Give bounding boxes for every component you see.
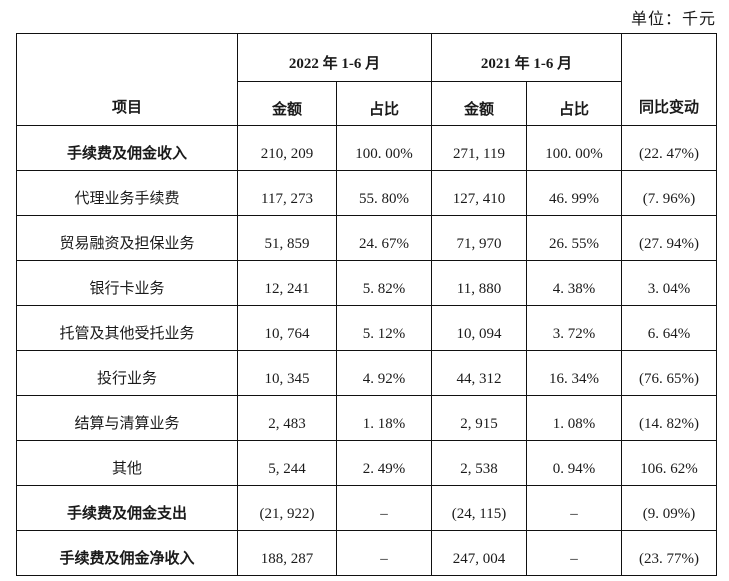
yoy-cell: (9. 09%) <box>621 485 717 531</box>
amount-2022-cell: 12, 241 <box>237 260 337 306</box>
amount-2022-cell: (21, 922) <box>237 485 337 531</box>
share-2022-cell: 5. 82% <box>336 260 432 306</box>
subheader-share-2021: 占比 <box>526 81 622 126</box>
table-row: 手续费及佣金净收入 188, 287 – 247, 004 – (23. 77%… <box>16 530 717 576</box>
share-2022-cell: 100. 00% <box>336 125 432 171</box>
row-label-cell: 代理业务手续费 <box>16 170 238 216</box>
amount-2021-cell: 127, 410 <box>431 170 527 216</box>
row-label-cell: 银行卡业务 <box>16 260 238 306</box>
col-header-period-2022: 2022 年 1-6 月 <box>237 33 432 82</box>
yoy-cell: (7. 96%) <box>621 170 717 216</box>
row-label-cell: 托管及其他受托业务 <box>16 305 238 351</box>
amount-2021-cell: 2, 915 <box>431 395 527 441</box>
amount-2022-cell: 210, 209 <box>237 125 337 171</box>
row-label-cell: 手续费及佣金收入 <box>16 125 238 171</box>
amount-2021-cell: 11, 880 <box>431 260 527 306</box>
subheader-amount-2021: 金额 <box>431 81 527 126</box>
amount-2022-cell: 117, 273 <box>237 170 337 216</box>
share-2022-cell: 5. 12% <box>336 305 432 351</box>
amount-2022-cell: 10, 764 <box>237 305 337 351</box>
share-2021-cell: 46. 99% <box>526 170 622 216</box>
yoy-cell: (22. 47%) <box>621 125 717 171</box>
amount-2022-cell: 51, 859 <box>237 215 337 261</box>
share-2022-cell: 24. 67% <box>336 215 432 261</box>
amount-2022-cell: 188, 287 <box>237 530 337 576</box>
amount-2021-cell: 10, 094 <box>431 305 527 351</box>
row-label-cell: 手续费及佣金支出 <box>16 485 238 531</box>
yoy-cell: 3. 04% <box>621 260 717 306</box>
amount-2021-cell: 71, 970 <box>431 215 527 261</box>
yoy-cell: (14. 82%) <box>621 395 717 441</box>
share-2021-cell: 16. 34% <box>526 350 622 396</box>
share-2021-cell: 26. 55% <box>526 215 622 261</box>
share-2022-cell: – <box>336 530 432 576</box>
col-header-item: 项目 <box>16 33 238 126</box>
table-row: 代理业务手续费 117, 273 55. 80% 127, 410 46. 99… <box>16 170 717 216</box>
row-label-cell: 手续费及佣金净收入 <box>16 530 238 576</box>
share-2022-cell: 55. 80% <box>336 170 432 216</box>
amount-2022-cell: 2, 483 <box>237 395 337 441</box>
share-2021-cell: 0. 94% <box>526 440 622 486</box>
row-label-cell: 结算与清算业务 <box>16 395 238 441</box>
col-header-yoy-change: 同比变动 <box>621 33 717 126</box>
yoy-cell: (23. 77%) <box>621 530 717 576</box>
row-label-cell: 贸易融资及担保业务 <box>16 215 238 261</box>
share-2021-cell: 1. 08% <box>526 395 622 441</box>
share-2022-cell: 2. 49% <box>336 440 432 486</box>
share-2022-cell: – <box>336 485 432 531</box>
amount-2022-cell: 10, 345 <box>237 350 337 396</box>
table-row: 其他 5, 244 2. 49% 2, 538 0. 94% 106. 62% <box>16 440 717 486</box>
share-2021-cell: – <box>526 485 622 531</box>
share-2021-cell: 4. 38% <box>526 260 622 306</box>
row-label-cell: 投行业务 <box>16 350 238 396</box>
subheader-amount-2022: 金额 <box>237 81 337 126</box>
unit-label: 单位：千元 <box>630 11 716 28</box>
table-row: 投行业务 10, 345 4. 92% 44, 312 16. 34% (76.… <box>16 350 717 396</box>
amount-2021-cell: 271, 119 <box>431 125 527 171</box>
share-2022-cell: 1. 18% <box>336 395 432 441</box>
row-label-cell: 其他 <box>16 440 238 486</box>
table-row: 结算与清算业务 2, 483 1. 18% 2, 915 1. 08% (14.… <box>16 395 717 441</box>
fee-commission-table: 项目 2022 年 1-6 月 2021 年 1-6 月 同比变动 金额 占比 … <box>16 33 717 576</box>
yoy-cell: 6. 64% <box>621 305 717 351</box>
amount-2021-cell: 2, 538 <box>431 440 527 486</box>
share-2021-cell: – <box>526 530 622 576</box>
amount-2021-cell: (24, 115) <box>431 485 527 531</box>
yoy-cell: (76. 65%) <box>621 350 717 396</box>
table-row: 托管及其他受托业务 10, 764 5. 12% 10, 094 3. 72% … <box>16 305 717 351</box>
share-2021-cell: 3. 72% <box>526 305 622 351</box>
table-row: 手续费及佣金收入 210, 209 100. 00% 271, 119 100.… <box>16 125 717 171</box>
subheader-share-2022: 占比 <box>336 81 432 126</box>
yoy-cell: 106. 62% <box>621 440 717 486</box>
amount-2021-cell: 44, 312 <box>431 350 527 396</box>
yoy-cell: (27. 94%) <box>621 215 717 261</box>
table-row: 手续费及佣金支出 (21, 922) – (24, 115) – (9. 09%… <box>16 485 717 531</box>
share-2021-cell: 100. 00% <box>526 125 622 171</box>
amount-2021-cell: 247, 004 <box>431 530 527 576</box>
table-row: 贸易融资及担保业务 51, 859 24. 67% 71, 970 26. 55… <box>16 215 717 261</box>
share-2022-cell: 4. 92% <box>336 350 432 396</box>
col-header-period-2021: 2021 年 1-6 月 <box>431 33 622 82</box>
table-row: 银行卡业务 12, 241 5. 82% 11, 880 4. 38% 3. 0… <box>16 260 717 306</box>
amount-2022-cell: 5, 244 <box>237 440 337 486</box>
